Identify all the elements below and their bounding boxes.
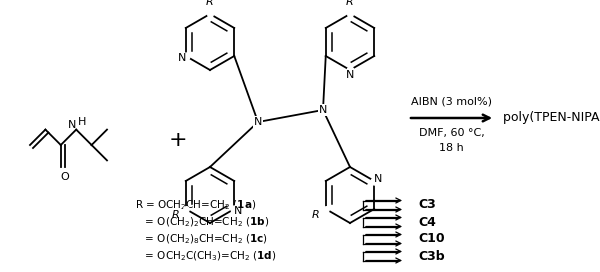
Text: C10: C10 (418, 233, 445, 246)
Text: R: R (311, 210, 319, 220)
Text: C3b: C3b (418, 249, 445, 262)
Text: N: N (346, 70, 354, 80)
Text: poly(TPEN-NIPA) gel: poly(TPEN-NIPA) gel (503, 112, 600, 125)
Text: N: N (234, 206, 242, 217)
Text: C3: C3 (418, 199, 436, 212)
Text: AIBN (3 mol%): AIBN (3 mol%) (411, 96, 492, 106)
Text: = OCH$_2$C(CH$_3$)=CH$_2$ ($\mathbf{1d}$): = OCH$_2$C(CH$_3$)=CH$_2$ ($\mathbf{1d}$… (135, 249, 277, 263)
Text: R: R (346, 0, 354, 7)
Text: C4: C4 (418, 215, 436, 228)
Text: N: N (178, 53, 186, 63)
Text: = O(CH$_2$)$_2$CH=CH$_2$ ($\mathbf{1b}$): = O(CH$_2$)$_2$CH=CH$_2$ ($\mathbf{1b}$) (135, 215, 269, 229)
Text: R: R (206, 0, 214, 7)
Text: N: N (68, 120, 76, 129)
Text: O: O (61, 172, 69, 182)
Text: N: N (254, 117, 262, 127)
Text: R = OCH$_2$CH=CH$_2$ ($\mathbf{1a}$): R = OCH$_2$CH=CH$_2$ ($\mathbf{1a}$) (135, 198, 256, 212)
Text: 18 h: 18 h (439, 143, 464, 153)
Text: +: + (169, 130, 187, 150)
Text: N: N (374, 174, 383, 184)
Text: N: N (319, 105, 327, 115)
Text: DMF, 60 °C,: DMF, 60 °C, (419, 128, 484, 138)
Text: = O(CH$_2$)$_8$CH=CH$_2$ ($\mathbf{1c}$): = O(CH$_2$)$_8$CH=CH$_2$ ($\mathbf{1c}$) (135, 232, 268, 246)
Text: H: H (78, 117, 86, 126)
Text: R: R (172, 210, 179, 220)
